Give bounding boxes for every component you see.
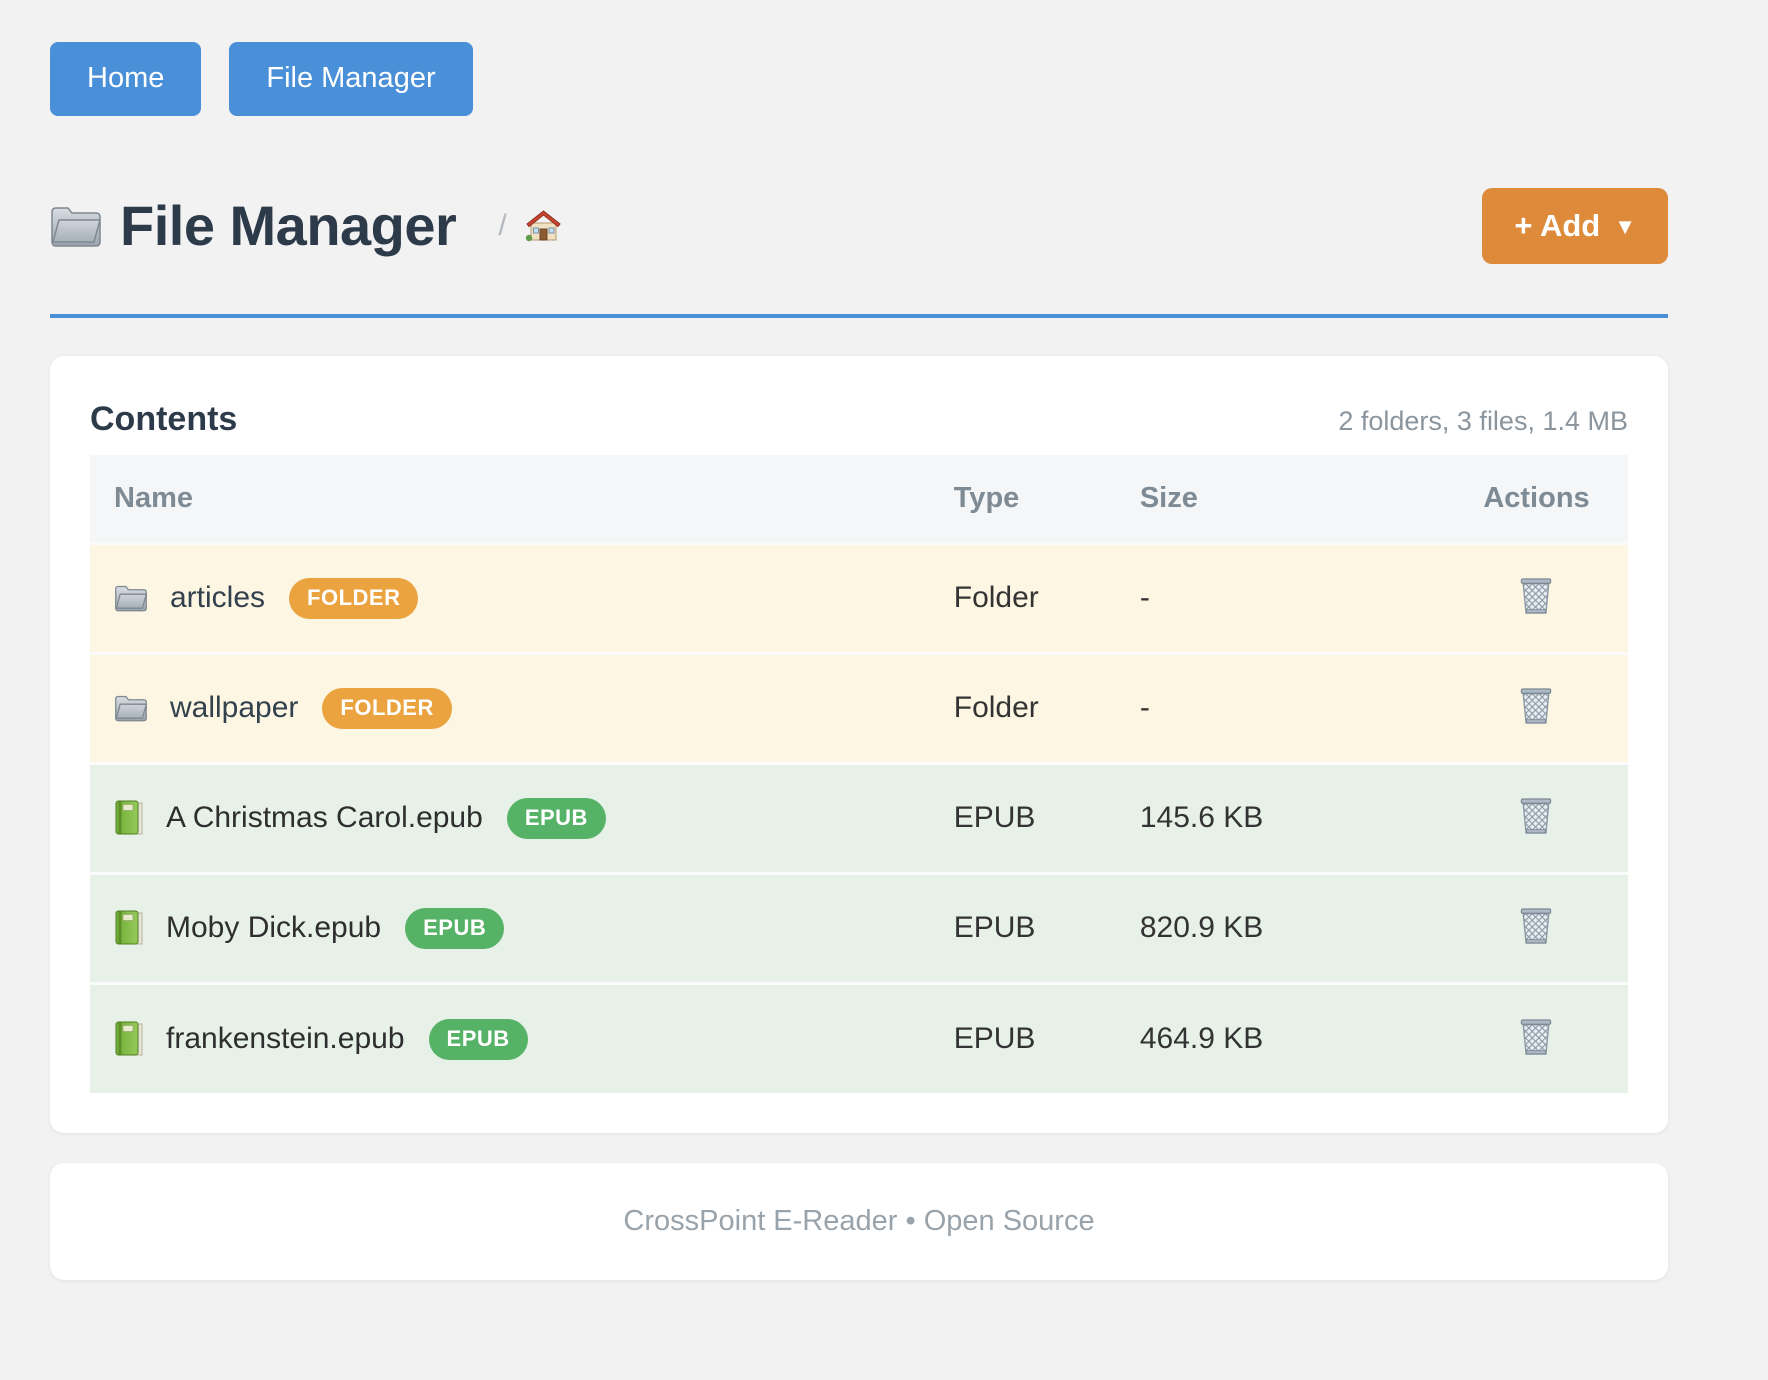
trash-icon [1521, 908, 1552, 945]
folder-icon [115, 696, 148, 722]
column-header-type: Type [929, 454, 1116, 544]
contents-card: Contents 2 folders, 3 files, 1.4 MB Name… [50, 355, 1668, 1134]
caret-down-icon: ▼ [1614, 213, 1636, 239]
trash-icon [1521, 578, 1552, 615]
file-type-cell: EPUB [953, 1022, 1036, 1056]
file-type-cell: Folder [953, 581, 1039, 615]
breadcrumb-root[interactable] [525, 208, 561, 244]
delete-button[interactable] [1515, 903, 1557, 952]
delete-button[interactable] [1515, 683, 1557, 732]
title-divider [50, 313, 1668, 318]
file-size-cell: 145.6 KB [1139, 801, 1264, 835]
delete-button[interactable] [1515, 573, 1557, 622]
footer-card: CrossPoint E-Reader • Open Source [50, 1163, 1668, 1281]
add-button-label: + Add [1514, 207, 1601, 243]
table-row: Moby Dick.epub EPUB EPUB 820.9 KB [90, 873, 1628, 984]
table-row: wallpaper FOLDER Folder - [90, 653, 1628, 764]
page-title: File Manager [120, 194, 457, 258]
house-icon [525, 210, 561, 242]
contents-summary: 2 folders, 3 files, 1.4 MB [1338, 405, 1628, 436]
file-type-badge: FOLDER [322, 687, 452, 729]
file-size-cell: - [1139, 581, 1150, 615]
file-size-cell: 820.9 KB [1139, 911, 1264, 945]
column-header-size: Size [1115, 454, 1445, 544]
file-type-cell: EPUB [953, 911, 1036, 945]
file-type-cell: Folder [953, 691, 1039, 725]
file-type-badge: EPUB [428, 1018, 528, 1060]
folder-icon [51, 207, 101, 247]
file-manager-button[interactable]: File Manager [229, 42, 473, 116]
page-header: File Manager / + Add ▼ [50, 187, 1668, 264]
green-book-icon [115, 910, 143, 945]
table-header-row: Name Type Size Actions [90, 454, 1628, 544]
table-row: articles FOLDER Folder - [90, 543, 1628, 654]
trash-icon [1521, 1019, 1552, 1055]
file-table: Name Type Size Actions [90, 454, 1628, 1094]
trash-icon [1521, 688, 1552, 725]
top-nav: Home File Manager [50, 42, 1668, 116]
green-book-icon [115, 1021, 143, 1056]
file-size-cell: 464.9 KB [1139, 1022, 1264, 1056]
page: Home File Manager File Manager / + Add ▼ [50, 42, 1668, 1281]
file-type-badge: EPUB [405, 907, 505, 949]
trash-icon [1521, 798, 1552, 835]
table-row: frankenstein.epub EPUB EPUB 464.9 KB [90, 983, 1628, 1094]
file-name-link[interactable]: frankenstein.epub [166, 1022, 405, 1056]
contents-title: Contents [90, 399, 238, 438]
table-row: A Christmas Carol.epub EPUB EPUB 145.6 K… [90, 763, 1628, 874]
column-header-actions: Actions [1444, 454, 1628, 544]
add-button[interactable]: + Add ▼ [1482, 187, 1668, 264]
file-name-link[interactable]: wallpaper [170, 691, 299, 725]
delete-button[interactable] [1515, 793, 1557, 842]
folder-icon [115, 586, 148, 612]
file-name-link[interactable]: articles [170, 581, 266, 615]
file-name-link[interactable]: A Christmas Carol.epub [166, 801, 483, 835]
green-book-icon [115, 800, 143, 835]
breadcrumb-separator: / [498, 208, 507, 242]
delete-button[interactable] [1515, 1014, 1557, 1063]
home-button[interactable]: Home [50, 42, 202, 116]
file-type-badge: EPUB [506, 797, 606, 839]
file-size-cell: - [1139, 691, 1150, 725]
file-type-badge: FOLDER [289, 577, 419, 619]
file-type-cell: EPUB [953, 801, 1036, 835]
file-name-link[interactable]: Moby Dick.epub [166, 911, 382, 945]
footer-text: CrossPoint E-Reader • Open Source [623, 1205, 1095, 1238]
column-header-name: Name [90, 454, 930, 544]
